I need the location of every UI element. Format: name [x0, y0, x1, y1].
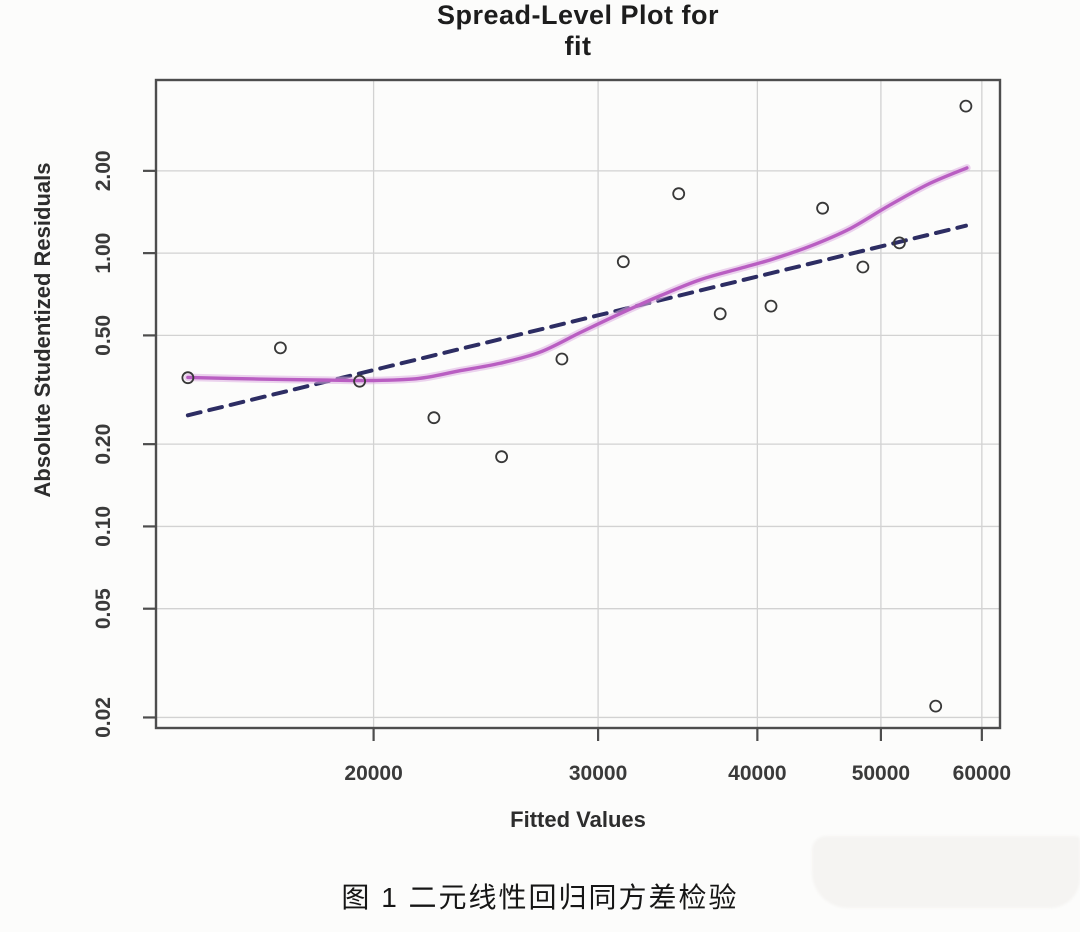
x-tick-label: 50000	[852, 762, 910, 785]
data-point	[672, 187, 686, 201]
data-point	[893, 236, 906, 250]
plot-border	[154, 78, 1002, 730]
data-point	[764, 299, 778, 313]
data-point	[616, 255, 630, 269]
x-axis-label: Fitted Values	[510, 807, 646, 832]
loess-smooth-line	[186, 166, 969, 383]
watermark-smudge	[812, 836, 1080, 908]
data-point	[427, 411, 441, 425]
spread-level-plot: 20000 30000 40000 50000 60000 0.02 0.05 0.10 0.2…	[30, 78, 1011, 832]
x-tick-label: 60000	[953, 762, 1011, 785]
x-tick-label: 30000	[569, 762, 627, 785]
x-tick-label: 40000	[728, 762, 786, 785]
data-point	[181, 371, 195, 385]
data-point	[959, 99, 973, 113]
data-points	[181, 99, 973, 713]
fit-lines	[184, 164, 971, 418]
data-point	[816, 201, 829, 215]
y-tick-label: 0.02	[92, 697, 115, 738]
data-point	[273, 341, 287, 355]
data-point	[856, 260, 870, 274]
y-tick-label: 0.20	[92, 424, 115, 465]
data-point	[713, 307, 727, 321]
data-point	[353, 374, 367, 388]
data-point	[495, 450, 509, 464]
y-axis-label: Absolute Studentized Residuals	[30, 163, 55, 498]
figure-caption: 图 1 二元线性回归同方差检验	[341, 882, 739, 913]
y-tick-label: 0.50	[92, 315, 115, 356]
y-tick-label: 0.10	[92, 506, 115, 547]
chart-title-line1: Spread-Level Plot for	[436, 0, 720, 30]
axes: 20000 30000 40000 50000 60000 0.02 0.05 0.10 0.2…	[92, 78, 1011, 785]
data-point	[929, 699, 943, 713]
y-tick-label: 2.00	[92, 150, 115, 191]
y-tick-label: 0.05	[92, 588, 115, 629]
y-tick-label: 1.00	[92, 233, 115, 274]
linear-fit-line	[185, 223, 968, 418]
x-tick-label: 20000	[344, 762, 402, 785]
data-point	[555, 352, 569, 366]
chart-title: Spread-Level Plot for fit	[156, 0, 1000, 62]
loess-smooth-halo	[184, 164, 971, 385]
chart-title-line2: fit	[564, 31, 592, 61]
gridlines	[156, 80, 1000, 728]
